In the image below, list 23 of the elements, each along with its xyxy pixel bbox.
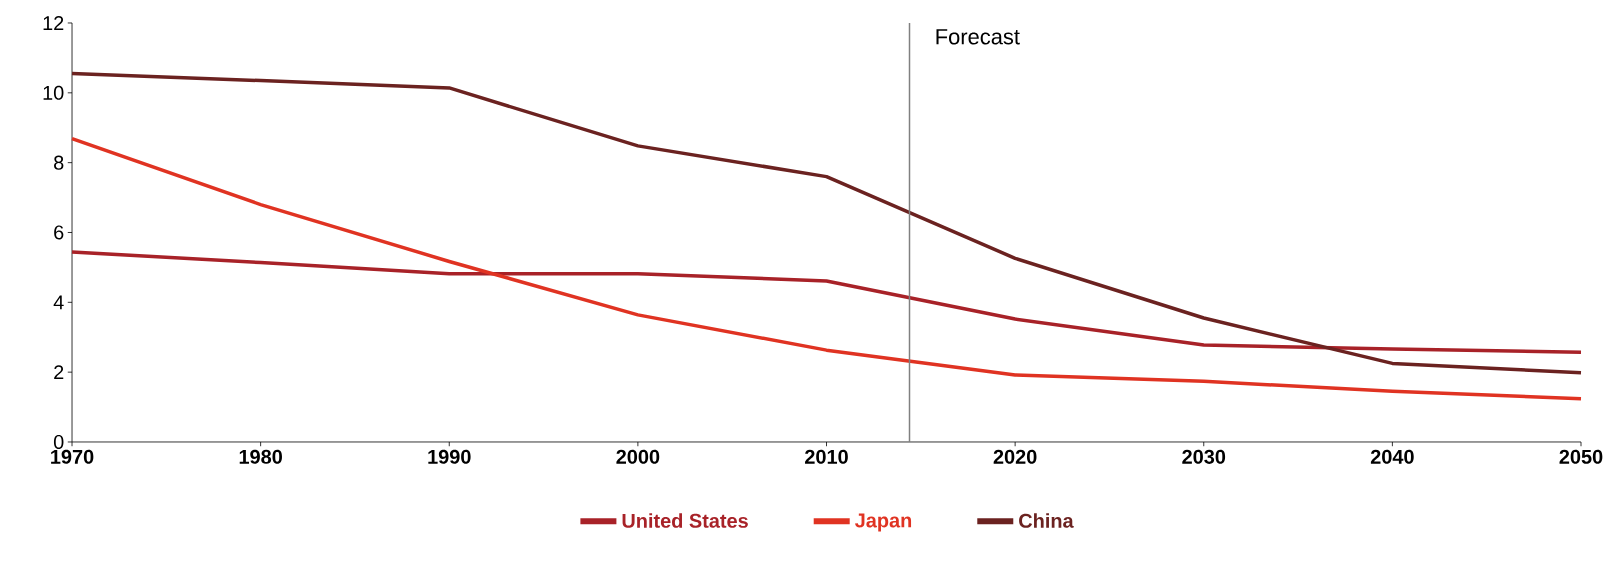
legend-label: China — [1019, 513, 1074, 528]
x-tick-label: 1990 — [428, 449, 471, 464]
y-tick-label: 0 — [53, 434, 64, 450]
x-tick-label: 2050 — [1559, 449, 1603, 464]
legend-label: Japan — [855, 513, 912, 532]
y-tick-label: 2 — [54, 365, 64, 380]
y-tick-label: 4 — [53, 295, 64, 310]
x-tick-label: 2030 — [1182, 449, 1226, 464]
x-tick-label: 2000 — [616, 449, 660, 464]
ref-line-label: Forecast — [936, 29, 1020, 45]
x-tick-label: 2020 — [993, 449, 1037, 464]
y-tick-label: 10 — [43, 85, 64, 100]
x-tick-label: 2010 — [805, 449, 848, 464]
y-tick-label: 12 — [43, 16, 64, 30]
line-series — [70, 136, 1583, 401]
line-series — [70, 71, 1583, 375]
legend-label: United States — [622, 513, 748, 528]
line-series — [70, 250, 1583, 354]
x-tick-label: 2040 — [1370, 449, 1414, 464]
y-tick-label: 8 — [54, 155, 64, 170]
x-tick-label: 1970 — [51, 449, 94, 464]
y-tick-label: 6 — [54, 225, 64, 240]
x-tick-label: 1980 — [239, 449, 282, 464]
